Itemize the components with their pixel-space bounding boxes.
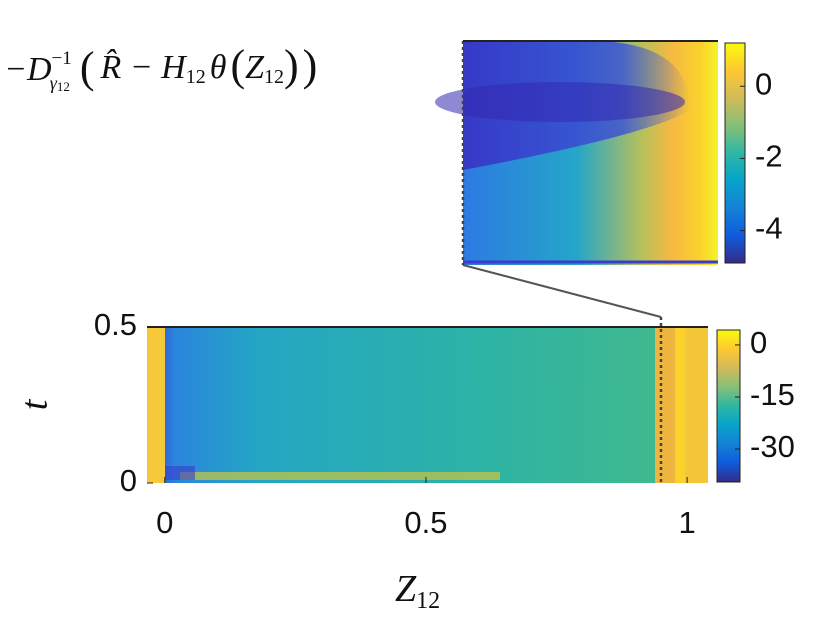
colorbar-tick-label: -2 xyxy=(755,139,783,174)
inset-colorbar xyxy=(724,42,746,264)
heatmap-field xyxy=(147,40,718,483)
y-tick-label: 0 xyxy=(120,463,137,498)
y-tick-label: 0.5 xyxy=(94,307,137,342)
colorbar-tick-label: -30 xyxy=(750,429,795,464)
y-axis-label: t xyxy=(14,398,56,410)
x-tick-label: 0 xyxy=(156,505,173,540)
inset-label: −D−1 γ12(R̂ − H12 θ(Z12)) xyxy=(4,41,317,94)
colorbar-tick-label: 0 xyxy=(750,325,767,360)
colorbar-tick-label: -15 xyxy=(750,377,795,412)
x-tick-label: 1 xyxy=(678,505,695,540)
colorbar xyxy=(716,329,741,483)
colorbar-tick-label: -4 xyxy=(755,211,783,246)
x-tick-label: 0.5 xyxy=(404,505,447,540)
x-axis-label: Z12 xyxy=(395,568,440,614)
colorbar-tick-label: 0 xyxy=(755,66,772,101)
